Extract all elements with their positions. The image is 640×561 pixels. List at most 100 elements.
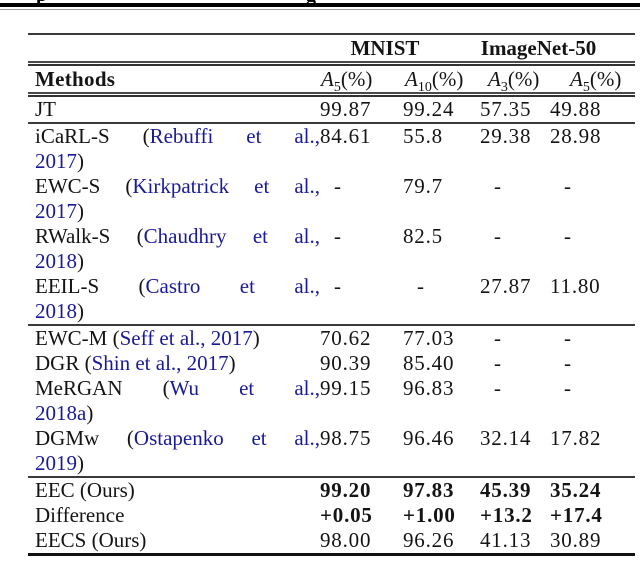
citation-link[interactable]: Chaudhry et al., (143, 224, 321, 248)
value-cell: - (494, 174, 501, 198)
value-cell: - (564, 174, 571, 198)
value-cell: 82.5 (403, 224, 443, 248)
value-cell: - (564, 326, 571, 350)
table-row: DGMw (Ostapenko et al., 2019) 98.75 96.46 32… (28, 426, 635, 476)
method-cell: EWC-M (Seff et al., 2017) (28, 326, 320, 351)
method-text: DGR ( (35, 351, 92, 375)
table-row: JT 99.87 99.24 57.35 49.88 (28, 97, 635, 122)
citation-link[interactable]: 2017 (35, 199, 77, 223)
value-cell: - (564, 351, 571, 375)
page-header-rule (0, 3, 640, 7)
method-cell: iCaRL-S (Rebuffi et al., 2017) (28, 124, 320, 174)
citation-link[interactable]: Castro et al., (145, 274, 320, 298)
table-rule (28, 476, 635, 478)
method-cell: RWalk-S (Chaudhry et al., 2018) (28, 224, 320, 274)
method-text: ) (252, 326, 260, 350)
value-cell: 79.7 (403, 174, 443, 198)
method-text: ) (77, 451, 84, 475)
value-cell: 99.87 (320, 97, 372, 121)
value-cell: +0.05 (320, 503, 373, 527)
method-text: RWalk-S ( (35, 224, 144, 248)
citation-link[interactable]: 2017 (35, 149, 77, 173)
method-text: ) (228, 351, 236, 375)
value-cell: - (334, 274, 341, 298)
value-cell: 96.26 (403, 528, 455, 552)
value-cell: 32.14 (480, 426, 532, 450)
citation-link[interactable]: Seff et al., 2017 (119, 326, 253, 350)
table-rule (28, 61, 635, 66)
table-row: Difference +0.05 +1.00 +13.2 +17.4 (28, 503, 635, 528)
method-text: MeRGAN ( (35, 376, 170, 400)
group-header-mnist: MNIST (350, 36, 420, 60)
value-cell: - (494, 351, 501, 375)
citation-link[interactable]: Rebuffi et al., (149, 124, 320, 148)
method-text: ) (77, 149, 84, 173)
citation-link[interactable]: 2018a (35, 401, 87, 425)
method-text: ) (86, 401, 94, 425)
value-cell: 49.88 (550, 97, 602, 121)
group-header-imagenet50: ImageNet-50 (480, 36, 597, 60)
table-rule (28, 92, 635, 97)
method-text: Difference (35, 503, 125, 527)
value-cell: 45.39 (480, 478, 532, 502)
value-cell: 96.83 (403, 376, 455, 400)
table-row: RWalk-S (Chaudhry et al., 2018) - 82.5 - - (28, 224, 635, 274)
table-row: DGR (Shin et al., 2017) 90.39 85.40- - (28, 351, 635, 376)
citation-link[interactable]: Shin et al., 2017 (91, 351, 229, 375)
value-cell: +13.2 (480, 503, 533, 527)
value-cell: 28.98 (550, 124, 602, 148)
table-row: EECS (Ours) 98.00 96.26 41.13 30.89 (28, 528, 635, 553)
value-cell: 70.62 (320, 326, 372, 350)
value-cell: - (334, 224, 341, 248)
method-text: DGMw ( (35, 426, 134, 450)
method-text: iCaRL-S ( (35, 124, 150, 148)
value-cell: 55.8 (403, 124, 443, 148)
method-text: EEC (Ours) (35, 478, 135, 502)
value-cell: 77.03 (403, 326, 455, 350)
value-cell: +1.00 (403, 503, 456, 527)
value-cell: - (417, 274, 424, 298)
method-text: ) (77, 299, 84, 323)
method-text: EEIL-S ( (35, 274, 146, 298)
value-cell: 27.87 (480, 274, 532, 298)
citation-link[interactable]: 2018 (35, 249, 77, 273)
method-text: JT (35, 97, 56, 121)
method-cell: Difference (28, 503, 320, 528)
value-cell: 29.38 (480, 124, 532, 148)
value-cell: 98.00 (320, 528, 372, 552)
method-cell: EWC-S (Kirkpatrick et al., 2017) (28, 174, 320, 224)
table-row: EEIL-S (Castro et al., 2018) - - 27.87 11.80 (28, 274, 635, 324)
method-text: ) (77, 199, 84, 223)
citation-link[interactable]: Wu et al., (169, 376, 320, 400)
cutoff-glyph: p (36, 0, 47, 3)
citation-link[interactable]: 2018 (35, 299, 77, 323)
value-cell: 84.61 (320, 124, 372, 148)
value-cell: 35.24 (550, 478, 602, 502)
group-header-spacer (28, 35, 320, 61)
method-text: EWC-S ( (35, 174, 133, 198)
method-text: ) (77, 249, 84, 273)
method-cell: EECS (Ours) (28, 528, 320, 553)
metric-header: A3(%) (488, 67, 540, 95)
value-cell: - (494, 326, 501, 350)
table-bottom-rule (28, 553, 635, 556)
value-cell: 41.13 (480, 528, 532, 552)
value-cell: 11.80 (550, 274, 601, 298)
methods-column-header: Methods (35, 67, 116, 91)
method-cell: EEIL-S (Castro et al., 2018) (28, 274, 320, 324)
table-row: EWC-M (Seff et al., 2017) 70.62 77.03 - - (28, 326, 635, 351)
table-column-header-row: Methods A5(%) A10(%) A3(%) A5(%) (28, 66, 635, 95)
table-rule (28, 122, 635, 124)
method-cell: MeRGAN (Wu et al., 2018a) (28, 376, 320, 426)
citation-link[interactable]: Ostapenko et al., (133, 426, 320, 450)
value-cell: 96.46 (403, 426, 455, 450)
metric-header: A10(%) (405, 67, 464, 95)
value-cell: - (334, 174, 341, 198)
cutoff-glyph: g (306, 0, 316, 3)
value-cell: 90.39 (320, 351, 372, 375)
table-row: EWC-S (Kirkpatrick et al., 2017) - 79.7 - - (28, 174, 635, 224)
citation-link[interactable]: 2019 (35, 451, 77, 475)
value-cell: - (494, 224, 501, 248)
method-text: EECS (Ours) (35, 528, 147, 552)
citation-link[interactable]: Kirkpatrick et al., (132, 174, 320, 198)
